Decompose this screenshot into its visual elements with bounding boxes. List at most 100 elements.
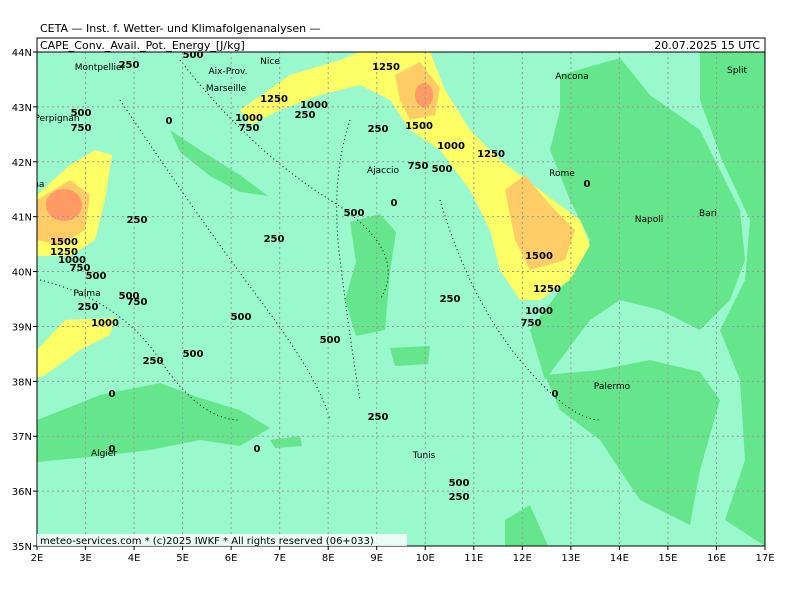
contour-label: 1000: [235, 113, 263, 124]
contour-label: 250: [127, 215, 148, 226]
contour-label: 250: [78, 302, 99, 313]
place-label: Algier: [91, 449, 117, 459]
title: CETA — Inst. f. Wetter- und Klimafolgena…: [40, 22, 321, 35]
place-label: Aix-Prov.: [209, 67, 248, 77]
lon-label: 14E: [610, 553, 629, 564]
contour-label: 1250: [477, 149, 505, 160]
contour-label: 250: [368, 412, 389, 423]
lon-label: 11E: [464, 553, 483, 564]
contour-label: 1000: [91, 318, 119, 329]
contour-label: 0: [391, 198, 398, 209]
lon-label: 6E: [225, 553, 238, 564]
contour-label: 250: [440, 294, 461, 305]
contour-label: 1250: [50, 247, 78, 258]
contour-label: 500: [86, 271, 107, 282]
contour-label: 500: [449, 478, 470, 489]
contour-label: 750: [127, 297, 148, 308]
lon-label: 2E: [31, 553, 44, 564]
contour-label: 0: [109, 389, 116, 400]
lon-label: 5E: [176, 553, 189, 564]
parameter: CAPE_Conv._Avail._Pot._Energy_[J/kg]: [40, 39, 245, 52]
contour-label: 1000: [525, 306, 553, 317]
lat-label: 41N: [12, 213, 32, 224]
contour-label: 0: [584, 179, 591, 190]
lat-label: 38N: [12, 377, 32, 388]
place-label: Palermo: [594, 382, 631, 392]
contour-label: 1000: [58, 255, 86, 266]
contour-label: 750: [70, 263, 91, 274]
map-area: Montpellier Aix-Prov. Nice Marseille Perpign…: [0, 50, 765, 546]
place-label: Bari: [699, 209, 717, 219]
lat-label: 43N: [12, 103, 32, 114]
contour-label: 0: [109, 444, 116, 455]
contour-label: 1250: [372, 62, 400, 73]
graticule: [37, 52, 765, 546]
contour-label: 500: [231, 312, 252, 323]
contour-label: 250: [295, 110, 316, 121]
contour-label: 750: [239, 123, 260, 134]
place-label: Nice: [260, 57, 280, 67]
lat-label: 44N: [12, 48, 32, 59]
contour-label: 0: [166, 116, 173, 127]
place-label: Tunis: [412, 451, 436, 461]
contour-label: 1000: [300, 100, 328, 111]
contour-label: 250: [368, 124, 389, 135]
lat-label: 37N: [12, 432, 32, 443]
contour-label: 1250: [260, 94, 288, 105]
contour-label: 750: [408, 161, 429, 172]
lon-label: 3E: [79, 553, 92, 564]
lon-label: 17E: [755, 553, 774, 564]
place-label: Montpellier: [75, 63, 126, 73]
contour-label: 500: [344, 208, 365, 219]
contour-label: 1000: [437, 141, 465, 152]
contour-label: 750: [521, 318, 542, 329]
contour-label: 750: [71, 123, 92, 134]
contour-label: 500: [320, 335, 341, 346]
contour-label: 500: [119, 291, 140, 302]
contour-label: 500: [432, 164, 453, 175]
cape-areas: [37, 52, 590, 378]
lon-label: 9E: [370, 553, 383, 564]
place-labels: Montpellier Aix-Prov. Nice Marseille Perpign…: [0, 57, 747, 461]
lat-label: 35N: [12, 542, 32, 553]
contour-label: 500: [183, 349, 204, 360]
place-label: Ajaccio: [367, 166, 400, 176]
lat-label: 40N: [12, 268, 32, 279]
contour-label: 1500: [525, 251, 553, 262]
lon-label: 15E: [658, 553, 677, 564]
lon-label: 10E: [416, 553, 435, 564]
contour-label: 500: [71, 108, 92, 119]
contour-label: 0: [552, 389, 559, 400]
contour-label: 0: [254, 444, 261, 455]
lat-label: 39N: [12, 322, 32, 333]
footer-bg: [37, 534, 407, 546]
place-label: Marseille: [206, 84, 247, 94]
contour-label: 250: [449, 492, 470, 503]
contour-label: 250: [119, 60, 140, 71]
contour-label: 1500: [405, 121, 433, 132]
lon-label: 13E: [561, 553, 580, 564]
valid-time: 20.07.2025 15 UTC: [654, 39, 760, 52]
contour-label: 250: [264, 234, 285, 245]
lat-label: 36N: [12, 487, 32, 498]
contour-label: 1500: [50, 237, 78, 248]
lat-label: 42N: [12, 158, 32, 169]
place-label: Palma: [73, 289, 100, 299]
place-label: Napoli: [635, 215, 663, 225]
place-label: Ancona: [555, 72, 589, 82]
land: [37, 52, 765, 546]
contour-label: 500: [183, 50, 204, 61]
lon-label: 4E: [128, 553, 141, 564]
lon-label: 8E: [322, 553, 335, 564]
contours: [39, 59, 601, 421]
lon-label: 16E: [707, 553, 726, 564]
lon-label: 12E: [513, 553, 532, 564]
place-label: Barcelona: [0, 180, 44, 190]
contour-label: 250: [143, 356, 164, 367]
lon-label: 7E: [273, 553, 286, 564]
place-label: Split: [727, 66, 747, 76]
